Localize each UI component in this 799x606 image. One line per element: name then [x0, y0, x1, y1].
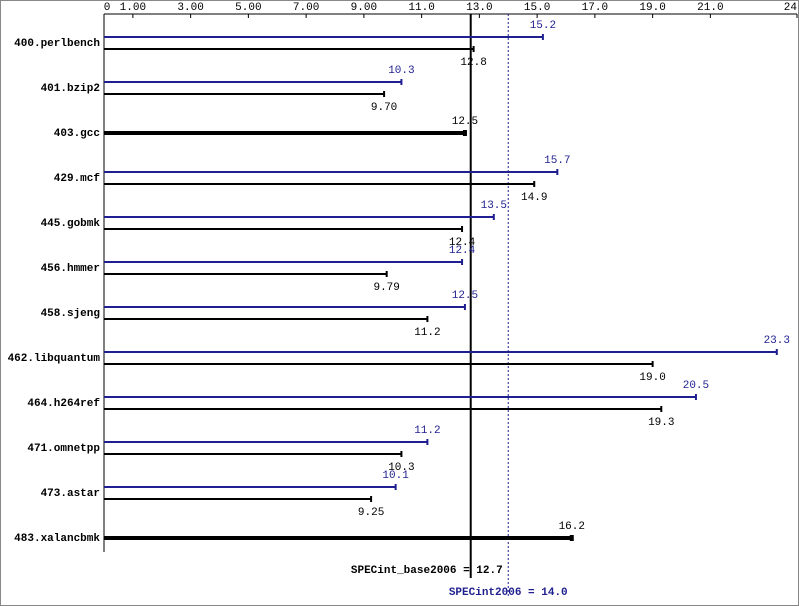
bar	[104, 406, 663, 412]
value-label: 12.4	[449, 237, 476, 249]
x-tick-label: 24.0	[784, 2, 799, 14]
value-label: 9.70	[371, 102, 397, 114]
bar	[104, 91, 386, 97]
bar	[104, 226, 464, 232]
reference-label: SPECint_base2006 = 12.7	[351, 565, 503, 577]
category-label: 458.sjeng	[41, 308, 100, 320]
x-tick-label: 19.0	[639, 2, 665, 14]
x-tick-label: 15.0	[524, 2, 550, 14]
bar	[104, 214, 495, 220]
bar	[104, 169, 559, 175]
x-tick-label: 11.0	[408, 2, 434, 14]
value-label: 12.4	[449, 245, 476, 257]
bar	[104, 394, 697, 400]
x-tick-label: 3.00	[177, 2, 203, 14]
bar	[104, 484, 397, 490]
value-label: 9.79	[373, 282, 399, 294]
value-label: 11.2	[414, 425, 440, 437]
category-label: 464.h264ref	[27, 398, 100, 410]
category-label: 403.gcc	[54, 128, 100, 140]
value-label: 16.2	[559, 521, 585, 533]
bar	[104, 451, 403, 457]
x-tick-label: 13.0	[466, 2, 492, 14]
bar	[104, 34, 544, 40]
x-tick-label: 9.00	[351, 2, 377, 14]
value-label: 12.5	[452, 116, 478, 128]
bar	[104, 439, 429, 445]
value-label: 12.5	[452, 290, 478, 302]
value-label: 10.3	[388, 462, 414, 474]
bar	[104, 46, 475, 52]
x-tick-label: 0	[104, 2, 111, 14]
value-label: 10.3	[388, 65, 414, 77]
x-tick-label: 5.00	[235, 2, 261, 14]
category-label: 471.omnetpp	[27, 443, 100, 455]
bar	[104, 259, 464, 265]
value-label: 15.7	[544, 155, 570, 167]
bar	[104, 361, 654, 367]
category-label: 456.hmmer	[41, 263, 100, 275]
x-tick-label: 21.0	[697, 2, 723, 14]
value-label: 20.5	[683, 380, 709, 392]
value-label: 14.9	[521, 192, 547, 204]
category-label: 445.gobmk	[41, 218, 101, 230]
category-label: 473.astar	[41, 488, 100, 500]
category-label: 400.perlbench	[14, 38, 100, 50]
bar	[104, 349, 778, 355]
bar	[104, 130, 467, 136]
value-label: 9.25	[358, 507, 384, 519]
bar	[104, 79, 403, 85]
bar	[104, 496, 373, 502]
x-tick-label: 17.0	[582, 2, 608, 14]
bar	[104, 181, 536, 187]
value-label: 19.3	[648, 417, 674, 429]
x-tick-label: 7.00	[293, 2, 319, 14]
value-label: 12.8	[460, 57, 486, 69]
value-label: 23.3	[764, 335, 790, 347]
value-label: 10.1	[382, 470, 409, 482]
x-tick-label: 1.00	[120, 2, 146, 14]
bar	[104, 304, 466, 310]
value-label: 11.2	[414, 327, 440, 339]
bar	[104, 316, 429, 322]
category-label: 401.bzip2	[41, 83, 100, 95]
bar	[104, 535, 574, 541]
category-label: 462.libquantum	[8, 353, 101, 365]
reference-label: SPECint2006 = 14.0	[449, 587, 568, 599]
category-label: 429.mcf	[54, 173, 101, 185]
category-label: 483.xalancbmk	[14, 533, 100, 545]
value-label: 19.0	[639, 372, 665, 384]
bar	[104, 271, 388, 277]
value-label: 15.2	[530, 20, 556, 32]
value-label: 13.5	[481, 200, 507, 212]
